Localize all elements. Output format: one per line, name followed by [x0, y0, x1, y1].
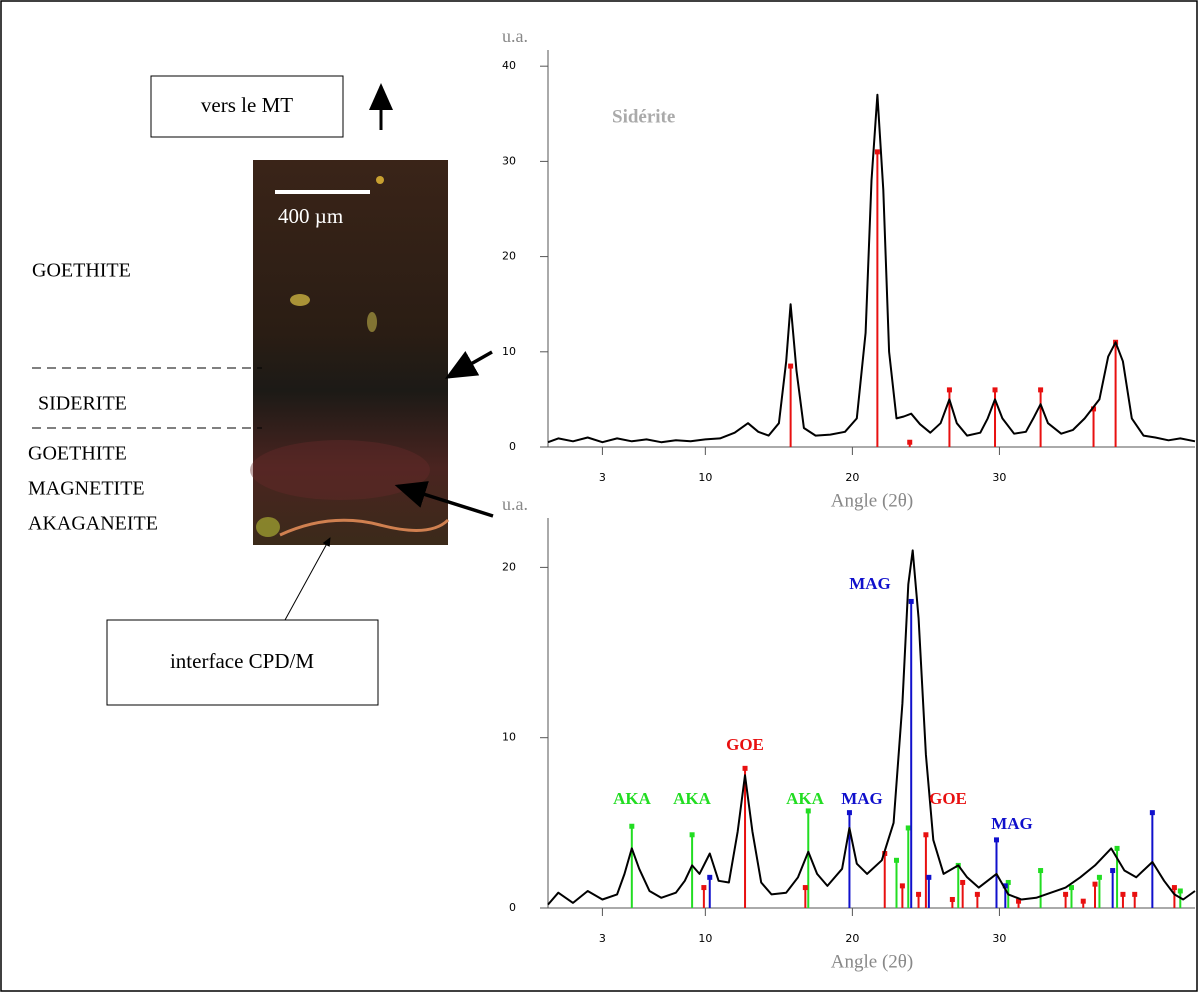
chart-title: Sidérite [612, 106, 675, 127]
y-tick-label: 20 [502, 560, 516, 573]
pointer-line [284, 537, 331, 621]
direction-box [150, 75, 344, 138]
peak-cap [707, 874, 713, 880]
peak-cap [946, 387, 952, 393]
pointer-arrow [444, 350, 493, 379]
micrograph [250, 160, 450, 545]
peak-cap [689, 832, 695, 838]
peak-cap [1080, 898, 1086, 904]
peak-cap [1120, 891, 1126, 897]
peak-cap [1171, 885, 1177, 891]
peak-cap [993, 837, 999, 843]
phase-label: MAG [841, 789, 883, 808]
x-axis-label: Angle (2θ) [831, 951, 913, 972]
peak-cap [992, 387, 998, 393]
x-axis-label: Angle (2θ) [831, 490, 913, 511]
peak-cap [802, 885, 808, 891]
peak-cap [1091, 406, 1097, 412]
layer-label: GOETHITE [28, 443, 127, 465]
phase-label: AKA [673, 789, 712, 808]
peak-cap [1149, 810, 1155, 816]
direction-label: vers le MT [201, 93, 293, 117]
x-tick-label: 3 [599, 932, 606, 945]
y-tick-label: 10 [502, 345, 516, 358]
layer-label: AKAGANEITE [28, 513, 158, 535]
peak-cap [905, 825, 911, 831]
peak-cap [1038, 387, 1044, 393]
peak-cap [788, 363, 794, 369]
peak-cap [923, 832, 929, 838]
peak-cap [1096, 874, 1102, 880]
peak-cap [893, 857, 899, 863]
y-tick-label: 40 [502, 59, 516, 72]
peak-cap [960, 879, 966, 885]
peak-cap [629, 823, 635, 829]
peak-cap [1092, 881, 1098, 887]
peak-cap [742, 765, 748, 771]
layer-label: MAGNETITE [28, 478, 145, 500]
peak-cap [1114, 845, 1120, 851]
x-tick-label: 10 [698, 471, 712, 484]
peak-cap [1016, 898, 1022, 904]
y-tick-label: 10 [502, 731, 516, 744]
peak-cap [916, 891, 922, 897]
peak-cap [805, 808, 811, 814]
pattern-line [547, 549, 1196, 906]
pattern-line [547, 93, 1196, 444]
y-axis-label: u.a. [502, 26, 528, 46]
x-tick-label: 10 [698, 932, 712, 945]
x-tick-label: 30 [992, 471, 1006, 484]
phase-label: AKA [613, 789, 652, 808]
phase-label: MAG [991, 814, 1033, 833]
peak-cap [899, 883, 905, 889]
layer-label: GOETHITE [32, 260, 131, 282]
y-tick-label: 30 [502, 154, 516, 167]
layer-label: SIDERITE [38, 393, 127, 415]
phase-label: GOE [929, 789, 967, 808]
y-axis-label: u.a. [502, 494, 528, 514]
peak-cap [974, 891, 980, 897]
interface-label: interface CPD/M [170, 649, 314, 673]
peak-cap [1177, 888, 1183, 894]
x-tick-label: 30 [992, 932, 1006, 945]
peak-cap [949, 896, 955, 902]
peak-cap [908, 598, 914, 604]
peak-cap [907, 439, 913, 445]
peak-cap [701, 885, 707, 891]
peak-cap [1002, 883, 1008, 889]
x-tick-label: 20 [845, 932, 859, 945]
peak-cap [1005, 879, 1011, 885]
y-tick-label: 0 [509, 901, 516, 914]
peak-cap [1110, 868, 1116, 874]
x-tick-label: 20 [845, 471, 859, 484]
x-tick-label: 3 [599, 471, 606, 484]
pointer-arrow [394, 481, 494, 518]
y-tick-label: 0 [509, 440, 516, 453]
peak-cap [846, 810, 852, 816]
peak-cap [1132, 891, 1138, 897]
peak-cap [1063, 891, 1069, 897]
y-tick-label: 20 [502, 250, 516, 263]
scale-label: 400 µm [278, 204, 343, 228]
peak-cap [926, 874, 932, 880]
phase-label: MAG [849, 574, 891, 593]
peak-cap [1068, 885, 1074, 891]
peak-cap [1038, 868, 1044, 874]
phase-label: GOE [726, 735, 764, 754]
peak-cap [874, 149, 880, 155]
phase-label: AKA [786, 789, 825, 808]
interface-box [106, 619, 379, 706]
